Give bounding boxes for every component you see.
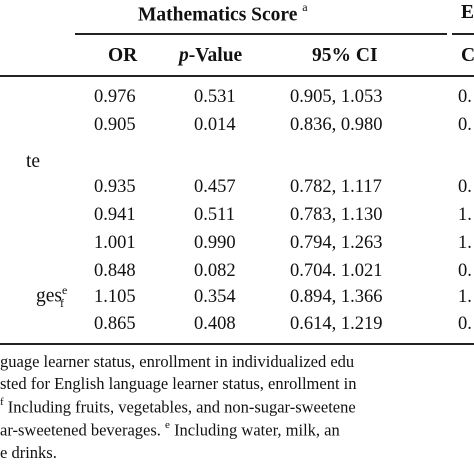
footnote-marker-e: e [165, 419, 170, 431]
footnote-line-2: sted for English language learner status… [0, 374, 357, 393]
footnote-line-4: ar-sweetened beverages. e Including wate… [0, 419, 340, 441]
cell-or: 0.905 [94, 115, 136, 135]
cell-ci: 0.794, 1.263 [290, 233, 383, 253]
cell-p: 0.354 [194, 287, 236, 307]
cell-next: 0. [458, 177, 472, 197]
group-title-next: E [461, 2, 474, 23]
cell-next: 0. [458, 115, 472, 135]
bottom-rule [0, 343, 474, 345]
cell-p: 0.990 [194, 233, 236, 253]
group-title-marker: a [302, 0, 308, 14]
row-label-ges: gese [36, 283, 67, 308]
cell-next: 1. [458, 205, 472, 225]
group-title-mathematics: Mathematics Score a [138, 0, 308, 27]
header-rule [0, 75, 474, 77]
cell-next: 0. [458, 314, 472, 334]
col-header-or: OR [108, 45, 138, 66]
row-label-ges-marker: e [62, 283, 68, 297]
cell-ci: 0.905, 1.053 [290, 87, 383, 107]
cell-ci: 0.894, 1.366 [290, 287, 383, 307]
cell-or: 0.865 [94, 314, 136, 334]
cell-ci: 0.782, 1.117 [290, 177, 382, 197]
cell-next: 0. [458, 261, 472, 281]
cell-or: 1.001 [94, 233, 136, 253]
cell-next: 1. [458, 287, 472, 307]
footnote-line-5: e drinks. [0, 443, 57, 462]
footnote-line-3: f Including fruits, vegetables, and non-… [0, 396, 356, 418]
cell-or: 0.941 [94, 205, 136, 225]
group-title-text: Mathematics Score [138, 4, 298, 26]
col-header-p-rest: -Value [188, 45, 243, 66]
cell-p: 0.531 [194, 87, 236, 107]
cell-next: 0. [458, 87, 472, 107]
footnote-line-3-text: Including fruits, vegetables, and non-su… [3, 397, 356, 417]
footnote-line-4b: Including water, milk, an [169, 420, 340, 440]
cell-p: 0.082 [194, 261, 236, 281]
col-header-ci: 95% CI [312, 45, 378, 66]
cell-or: 0.935 [94, 177, 136, 197]
cell-ci: 0.836, 0.980 [290, 115, 383, 135]
footnote-line-4a: ar-sweetened beverages. [0, 420, 166, 440]
cell-p: 0.457 [194, 177, 236, 197]
footnote-line-1: guage learner status, enrollment in indi… [0, 352, 355, 371]
col-header-next: C [461, 45, 474, 66]
cell-p: 0.408 [194, 314, 236, 334]
cell-ci: 0.783, 1.130 [290, 205, 383, 225]
col-header-p-italic: p [179, 45, 189, 66]
cell-or: 0.976 [94, 87, 136, 107]
row-label-f-marker: f [60, 296, 64, 310]
cell-or: 1.105 [94, 287, 136, 307]
group-rule [75, 33, 447, 35]
cell-ci: 0.614, 1.219 [290, 314, 383, 334]
row-label-ges-text: ges [36, 285, 62, 307]
group-rule-next [452, 33, 474, 35]
row-label-te: te [26, 151, 41, 172]
footnote-marker-f: f [0, 396, 4, 408]
cell-p: 0.511 [194, 205, 235, 225]
cell-next: 1. [458, 233, 472, 253]
cell-or: 0.848 [94, 261, 136, 281]
cell-p: 0.014 [194, 115, 236, 135]
col-header-p-value: p-Value [179, 45, 242, 67]
cell-ci: 0.704. 1.021 [290, 261, 383, 281]
